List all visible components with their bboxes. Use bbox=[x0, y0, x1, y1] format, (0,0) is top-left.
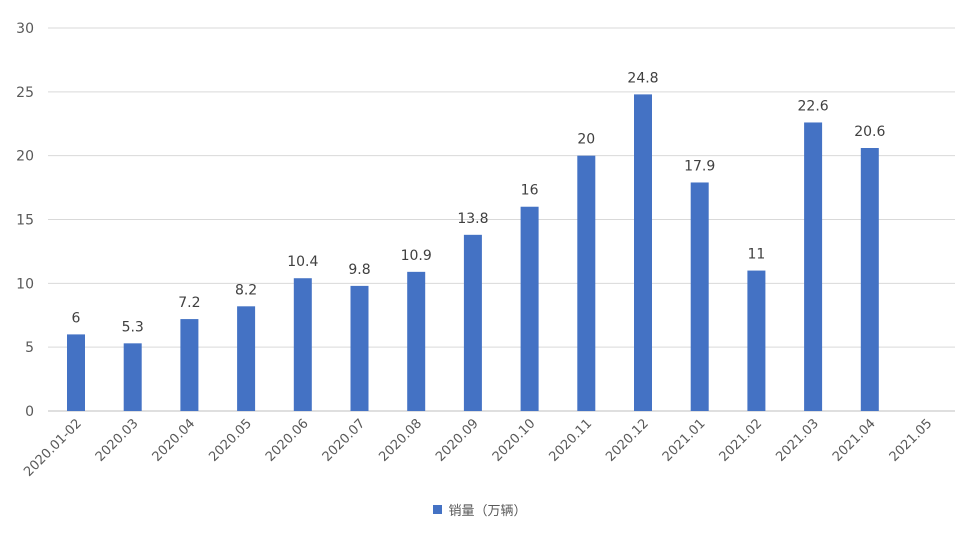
legend-label: 销量（万辆） bbox=[448, 504, 527, 519]
bar bbox=[520, 206, 539, 411]
bar bbox=[350, 285, 369, 411]
data-label: 6 bbox=[72, 310, 81, 326]
x-tick-label: 2021.02 bbox=[717, 416, 766, 465]
data-label: 20 bbox=[577, 132, 595, 148]
data-label: 10.4 bbox=[287, 254, 318, 270]
x-tick-label: 2020.11 bbox=[547, 416, 596, 465]
x-tick-label: 2020.07 bbox=[320, 416, 369, 465]
data-label: 5.3 bbox=[122, 319, 144, 335]
bar bbox=[804, 122, 823, 412]
legend: 销量（万辆） bbox=[0, 500, 960, 519]
y-tick-label: 5 bbox=[25, 340, 34, 356]
data-label: 20.6 bbox=[854, 124, 885, 140]
bar bbox=[237, 306, 256, 411]
x-tick-label: 2021.03 bbox=[773, 416, 822, 465]
x-tick-label: 2021.04 bbox=[830, 416, 879, 465]
x-tick-label: 2020.10 bbox=[490, 416, 539, 465]
data-label: 16 bbox=[521, 183, 539, 199]
bar bbox=[690, 182, 709, 411]
data-label: 8.2 bbox=[235, 282, 257, 298]
x-tick-label: 2020.03 bbox=[93, 416, 142, 465]
bar bbox=[747, 270, 766, 411]
bar bbox=[67, 334, 85, 411]
x-tick-label: 2020.08 bbox=[376, 416, 425, 465]
y-tick-label: 15 bbox=[16, 213, 34, 229]
data-label: 22.6 bbox=[798, 98, 829, 114]
bars bbox=[67, 94, 879, 412]
bar bbox=[577, 155, 596, 411]
gridlines bbox=[48, 27, 955, 412]
data-label: 13.8 bbox=[457, 211, 488, 227]
x-tick-label: 2021.05 bbox=[887, 416, 936, 465]
x-tick-label: 2020.12 bbox=[603, 416, 652, 465]
x-axis-ticks: 2020.01-02 2020.03 2020.04 2020.05 2020.06 20… bbox=[21, 416, 935, 480]
bar bbox=[407, 271, 426, 411]
x-tick-label: 2020.01-02 bbox=[21, 416, 85, 480]
x-tick-label: 2020.04 bbox=[150, 416, 199, 465]
data-label: 24.8 bbox=[627, 70, 658, 86]
data-label: 17.9 bbox=[684, 158, 715, 174]
bar bbox=[180, 319, 199, 411]
bar bbox=[860, 148, 879, 412]
data-label: 11 bbox=[747, 247, 765, 263]
y-tick-label: 10 bbox=[16, 276, 34, 292]
y-tick-label: 30 bbox=[16, 21, 34, 37]
data-label: 7.2 bbox=[178, 295, 200, 311]
y-tick-label: 0 bbox=[25, 404, 34, 420]
y-tick-label: 20 bbox=[16, 149, 34, 165]
bar bbox=[634, 94, 652, 412]
y-tick-label: 25 bbox=[16, 85, 34, 101]
x-tick-label: 2020.09 bbox=[433, 416, 482, 465]
x-tick-label: 2021.01 bbox=[660, 416, 709, 465]
data-labels: 6 5.3 7.2 8.2 10.4 9.8 10.9 13.8 16 20 24.8 17.9 11 2… bbox=[72, 70, 886, 335]
bar bbox=[463, 234, 482, 411]
bar bbox=[293, 278, 312, 411]
data-label: 9.8 bbox=[348, 262, 370, 278]
legend-swatch bbox=[433, 505, 443, 514]
bar bbox=[123, 343, 142, 411]
x-tick-label: 2020.06 bbox=[263, 416, 312, 465]
data-label: 10.9 bbox=[401, 248, 432, 264]
y-axis-ticks: 0 5 10 15 20 25 30 bbox=[16, 21, 34, 420]
x-tick-label: 2020.05 bbox=[206, 416, 255, 465]
